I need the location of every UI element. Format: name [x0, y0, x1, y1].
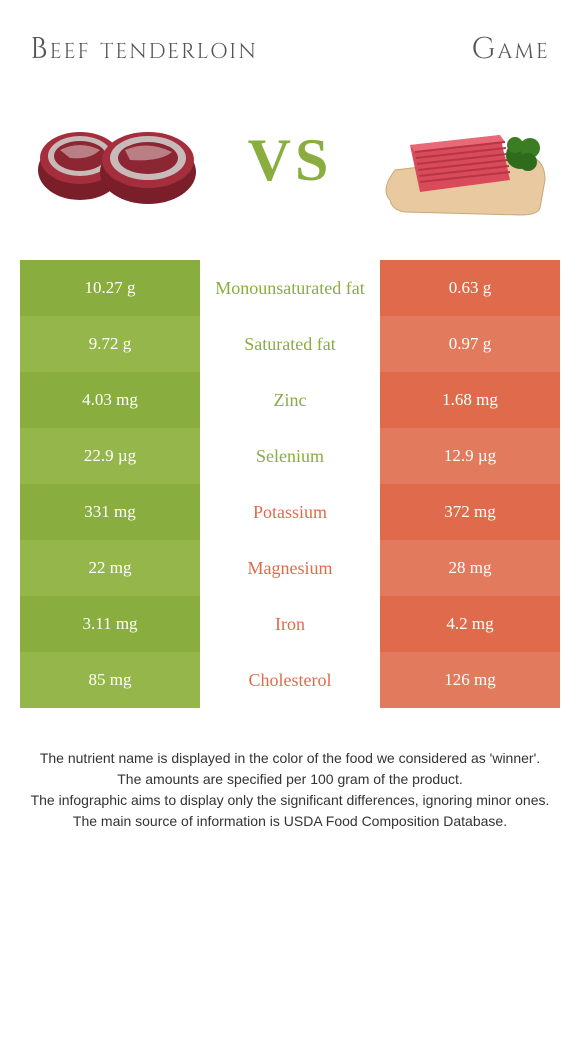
food-image-right: [370, 100, 550, 220]
footnote-line: The main source of information is USDA F…: [30, 811, 550, 832]
title-right: Game: [290, 30, 550, 70]
footnotes-block: The nutrient name is displayed in the co…: [20, 708, 560, 832]
hero-row: VS: [20, 100, 560, 260]
footnote-line: The infographic aims to display only the…: [30, 790, 550, 811]
table-row: 331 mgPotassium372 mg: [20, 484, 560, 540]
nutrient-label: Zinc: [200, 372, 380, 428]
page-container: Beef tenderloin Game VS: [0, 0, 580, 852]
footnote-line: The amounts are specified per 100 gram o…: [30, 769, 550, 790]
table-row: 85 mgCholesterol126 mg: [20, 652, 560, 708]
value-left: 331 mg: [20, 484, 200, 540]
titles-row: Beef tenderloin Game: [20, 30, 560, 70]
table-row: 9.72 gSaturated fat0.97 g: [20, 316, 560, 372]
vs-label: VS: [248, 126, 333, 195]
nutrient-label: Selenium: [200, 428, 380, 484]
value-left: 85 mg: [20, 652, 200, 708]
title-left: Beef tenderloin: [30, 30, 290, 70]
table-row: 10.27 gMonounsaturated fat0.63 g: [20, 260, 560, 316]
nutrient-table: 10.27 gMonounsaturated fat0.63 g9.72 gSa…: [20, 260, 560, 708]
game-meat-icon: [370, 100, 550, 220]
nutrient-label: Saturated fat: [200, 316, 380, 372]
footnote-line: The nutrient name is displayed in the co…: [30, 748, 550, 769]
value-left: 22 mg: [20, 540, 200, 596]
value-left: 10.27 g: [20, 260, 200, 316]
table-row: 22 mgMagnesium28 mg: [20, 540, 560, 596]
value-left: 9.72 g: [20, 316, 200, 372]
table-row: 22.9 µgSelenium12.9 µg: [20, 428, 560, 484]
value-right: 372 mg: [380, 484, 560, 540]
value-right: 0.97 g: [380, 316, 560, 372]
value-right: 126 mg: [380, 652, 560, 708]
value-left: 4.03 mg: [20, 372, 200, 428]
table-row: 3.11 mgIron4.2 mg: [20, 596, 560, 652]
value-right: 28 mg: [380, 540, 560, 596]
beef-tenderloin-icon: [30, 100, 210, 220]
nutrient-label: Cholesterol: [200, 652, 380, 708]
value-right: 12.9 µg: [380, 428, 560, 484]
value-right: 1.68 mg: [380, 372, 560, 428]
table-row: 4.03 mgZinc1.68 mg: [20, 372, 560, 428]
value-left: 3.11 mg: [20, 596, 200, 652]
value-left: 22.9 µg: [20, 428, 200, 484]
nutrient-label: Monounsaturated fat: [200, 260, 380, 316]
nutrient-label: Potassium: [200, 484, 380, 540]
nutrient-label: Magnesium: [200, 540, 380, 596]
value-right: 0.63 g: [380, 260, 560, 316]
value-right: 4.2 mg: [380, 596, 560, 652]
food-image-left: [30, 100, 210, 220]
nutrient-label: Iron: [200, 596, 380, 652]
